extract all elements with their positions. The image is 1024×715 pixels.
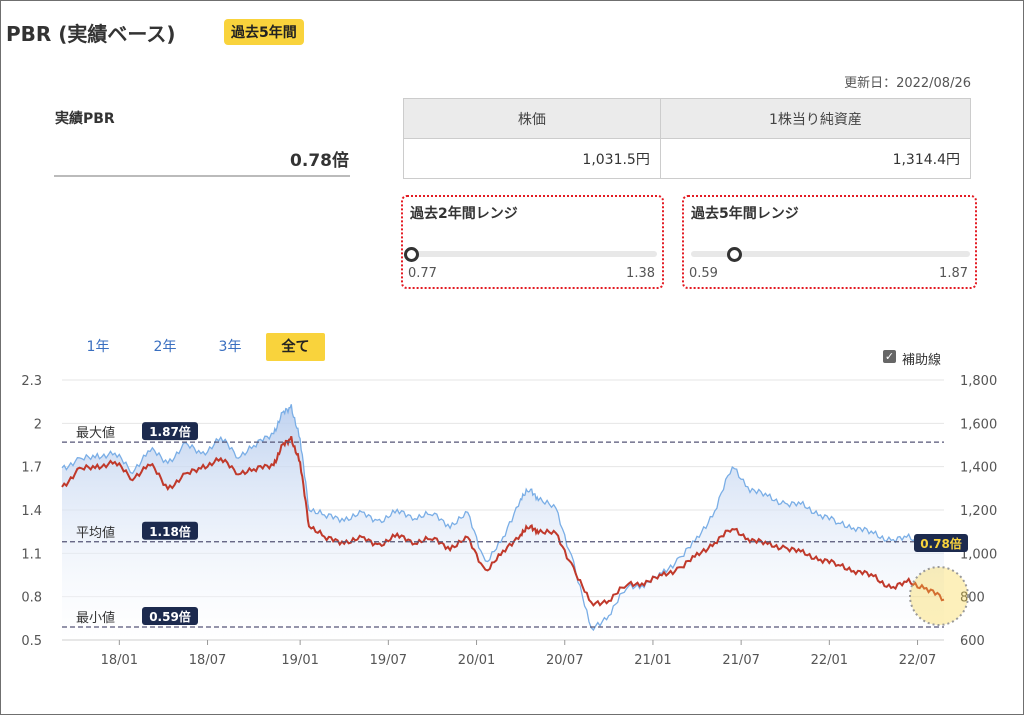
stock-price-header: 株価	[403, 98, 661, 139]
price-table-header-row: 株価 1株当り純資産	[403, 98, 972, 139]
page-title: PBR (実績ベース)	[6, 22, 176, 46]
right-tick-label: 1,000	[960, 547, 997, 562]
ref-label-bg	[142, 422, 198, 441]
range-5y-box: 過去5年間レンジ 0.59 1.87	[682, 195, 977, 289]
pbr-series-line	[61, 435, 945, 607]
ref-line-name: 最小値	[76, 610, 115, 626]
ref-line-value: 1.18倍	[149, 524, 191, 539]
x-tick-label: 20/07	[546, 653, 583, 668]
range-5y-track	[691, 251, 970, 257]
bps-value: 1,314.4円	[659, 138, 972, 179]
pbr-value: 0.78倍	[290, 151, 349, 171]
pbr-underline	[54, 175, 350, 177]
range-2y-box: 過去2年間レンジ 0.77 1.38	[401, 195, 664, 289]
stock-price-value: 1,031.5円	[403, 138, 661, 179]
price-table: 株価 1株当り純資産 1,031.5円 1,314.4円	[403, 98, 972, 179]
range-2y-current-marker	[404, 247, 419, 262]
x-tick-label: 22/07	[899, 653, 936, 668]
range-2y-min: 0.77	[408, 266, 437, 281]
right-tick-label: 1,200	[960, 504, 997, 519]
period-badge: 過去5年間	[224, 19, 304, 45]
x-tick-label: 18/07	[189, 653, 226, 668]
x-tick-label: 22/01	[811, 653, 848, 668]
current-value-marker: 0.78倍	[909, 534, 969, 626]
aux-lines-checkbox[interactable]: ✓	[883, 350, 896, 363]
aux-lines-label[interactable]: 補助線	[902, 353, 942, 368]
left-axis: 0.5 0.8 1.1 1.4 1.7 2 2.3	[21, 374, 42, 649]
x-tick-label: 18/01	[101, 653, 138, 668]
ref-line-name: 平均値	[76, 525, 115, 541]
x-tick-label: 19/01	[281, 653, 318, 668]
left-tick-label: 0.5	[21, 634, 42, 649]
left-tick-label: 1.7	[21, 461, 42, 476]
price-series-line	[61, 404, 945, 632]
price-table-value-row: 1,031.5円 1,314.4円	[403, 138, 972, 179]
left-tick-label: 0.8	[21, 591, 42, 606]
right-tick-label: 1,400	[960, 461, 997, 476]
range-2y-title: 過去2年間レンジ	[410, 206, 518, 222]
range-5y-title: 過去5年間レンジ	[691, 206, 799, 222]
ref-label-bg	[142, 521, 198, 540]
right-tick-label: 600	[960, 634, 985, 649]
left-tick-label: 2.3	[21, 374, 42, 389]
x-tick-label: 20/01	[458, 653, 495, 668]
current-highlight	[909, 566, 969, 626]
range-5y-max: 1.87	[939, 266, 968, 281]
right-tick-label: 1,800	[960, 374, 997, 389]
updated-date: 更新日：2022/08/26	[844, 76, 971, 91]
current-value-label: 0.78倍	[920, 536, 962, 551]
ref-line-name: 最大値	[76, 425, 115, 441]
pbr-label: 実績PBR	[55, 111, 115, 127]
right-axis: 600 800 1,000 1,200 1,400 1,600 1,800	[960, 374, 997, 649]
range-2y-track	[410, 251, 657, 257]
right-tick-label: 1,600	[960, 417, 997, 432]
range-5y-min: 0.59	[689, 266, 718, 281]
period-button-1y[interactable]: 1年	[86, 339, 110, 355]
period-button-3y[interactable]: 3年	[218, 339, 242, 355]
range-5y-current-marker	[726, 247, 742, 262]
left-tick-label: 2	[34, 417, 42, 432]
period-button-2y[interactable]: 2年	[153, 339, 177, 355]
ref-line-value: 0.59倍	[149, 609, 191, 624]
ref-label-bg	[142, 607, 198, 625]
x-tick-label: 21/01	[634, 653, 671, 668]
bps-header: 1株当り純資産	[659, 98, 972, 139]
range-2y-max: 1.38	[626, 266, 655, 281]
ref-line-value: 1.87倍	[149, 424, 191, 439]
x-tick-label: 21/07	[722, 653, 759, 668]
current-label-bg	[914, 534, 968, 552]
left-tick-label: 1.4	[21, 504, 42, 519]
left-tick-label: 1.1	[21, 547, 42, 562]
x-tick-label: 19/07	[370, 653, 407, 668]
right-tick-label: 800	[960, 591, 985, 606]
period-button-all[interactable]: 全て	[266, 333, 325, 361]
price-area	[62, 404, 944, 640]
x-axis: 18/01 18/07 19/01 19/07 20/01 20/07 21/01 21/07…	[62, 639, 944, 668]
